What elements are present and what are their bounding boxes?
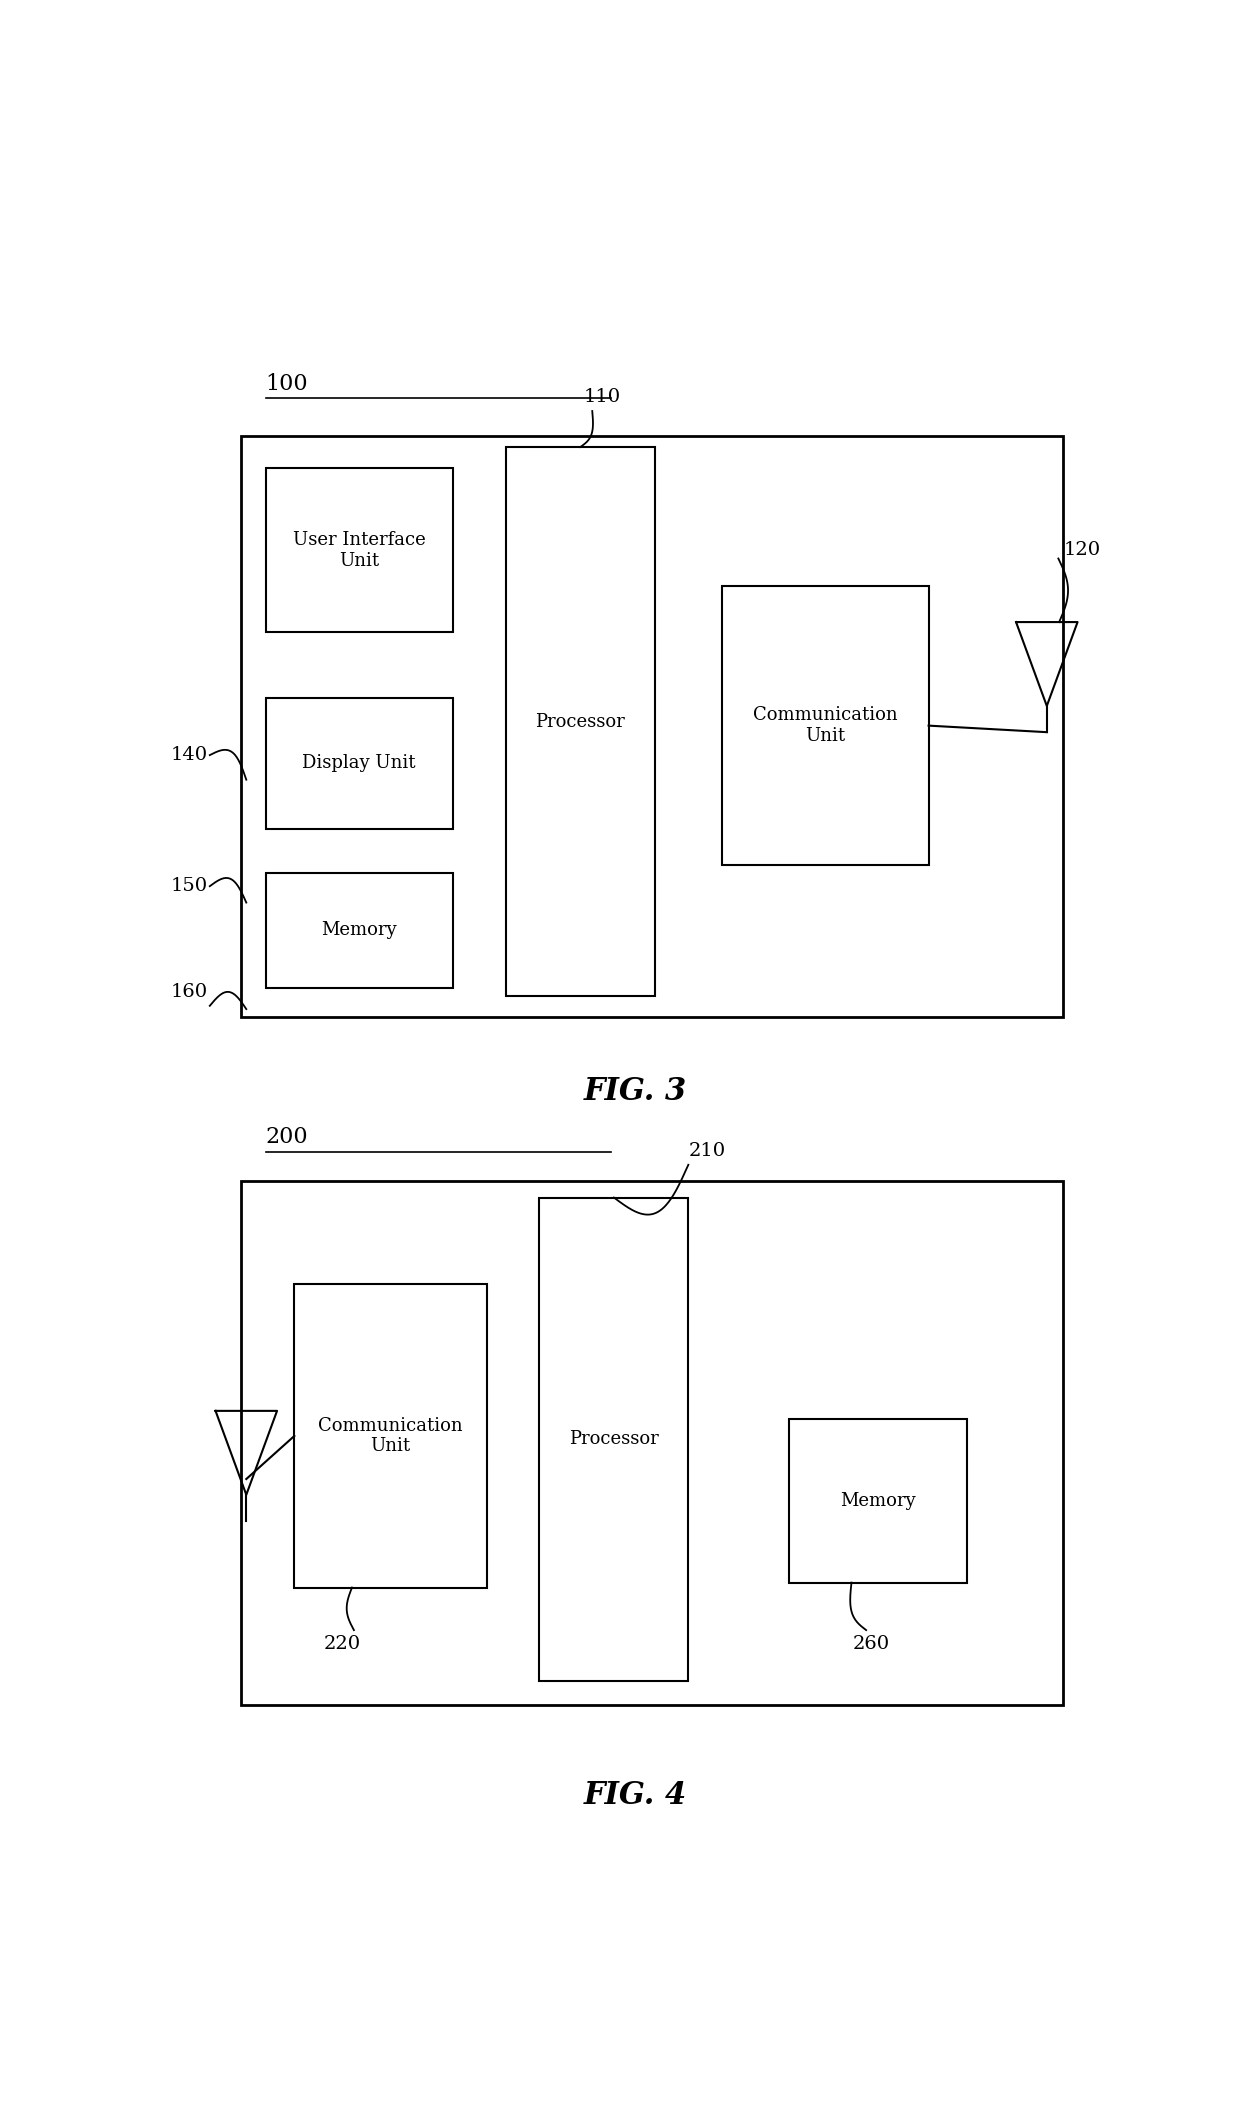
Bar <box>506 447 655 996</box>
Text: 260: 260 <box>852 1634 889 1653</box>
Bar <box>265 468 453 632</box>
Text: Communication
Unit: Communication Unit <box>753 706 898 745</box>
Text: User Interface
Unit: User Interface Unit <box>293 530 425 570</box>
Text: Communication
Unit: Communication Unit <box>319 1417 463 1456</box>
Text: 110: 110 <box>583 387 620 406</box>
Text: 150: 150 <box>171 877 208 896</box>
Text: Display Unit: Display Unit <box>303 753 415 772</box>
Bar <box>265 872 453 987</box>
Text: Memory: Memory <box>321 921 397 938</box>
Text: Processor: Processor <box>569 1430 658 1449</box>
Bar <box>294 1285 486 1587</box>
Text: Memory: Memory <box>841 1492 916 1509</box>
Text: 220: 220 <box>324 1634 361 1653</box>
Bar <box>789 1419 967 1583</box>
Text: 210: 210 <box>689 1143 727 1160</box>
Bar <box>722 587 929 864</box>
Bar <box>265 698 453 830</box>
Text: 140: 140 <box>171 747 208 764</box>
Text: Processor: Processor <box>536 713 625 730</box>
Text: FIG. 3: FIG. 3 <box>584 1075 687 1107</box>
Text: 100: 100 <box>265 372 308 394</box>
Text: 120: 120 <box>1063 541 1100 560</box>
Bar <box>242 1181 1063 1705</box>
Text: 200: 200 <box>265 1126 308 1149</box>
Text: FIG. 4: FIG. 4 <box>584 1781 687 1811</box>
Bar <box>242 436 1063 1017</box>
Text: 160: 160 <box>171 983 208 1000</box>
Bar <box>539 1198 688 1681</box>
